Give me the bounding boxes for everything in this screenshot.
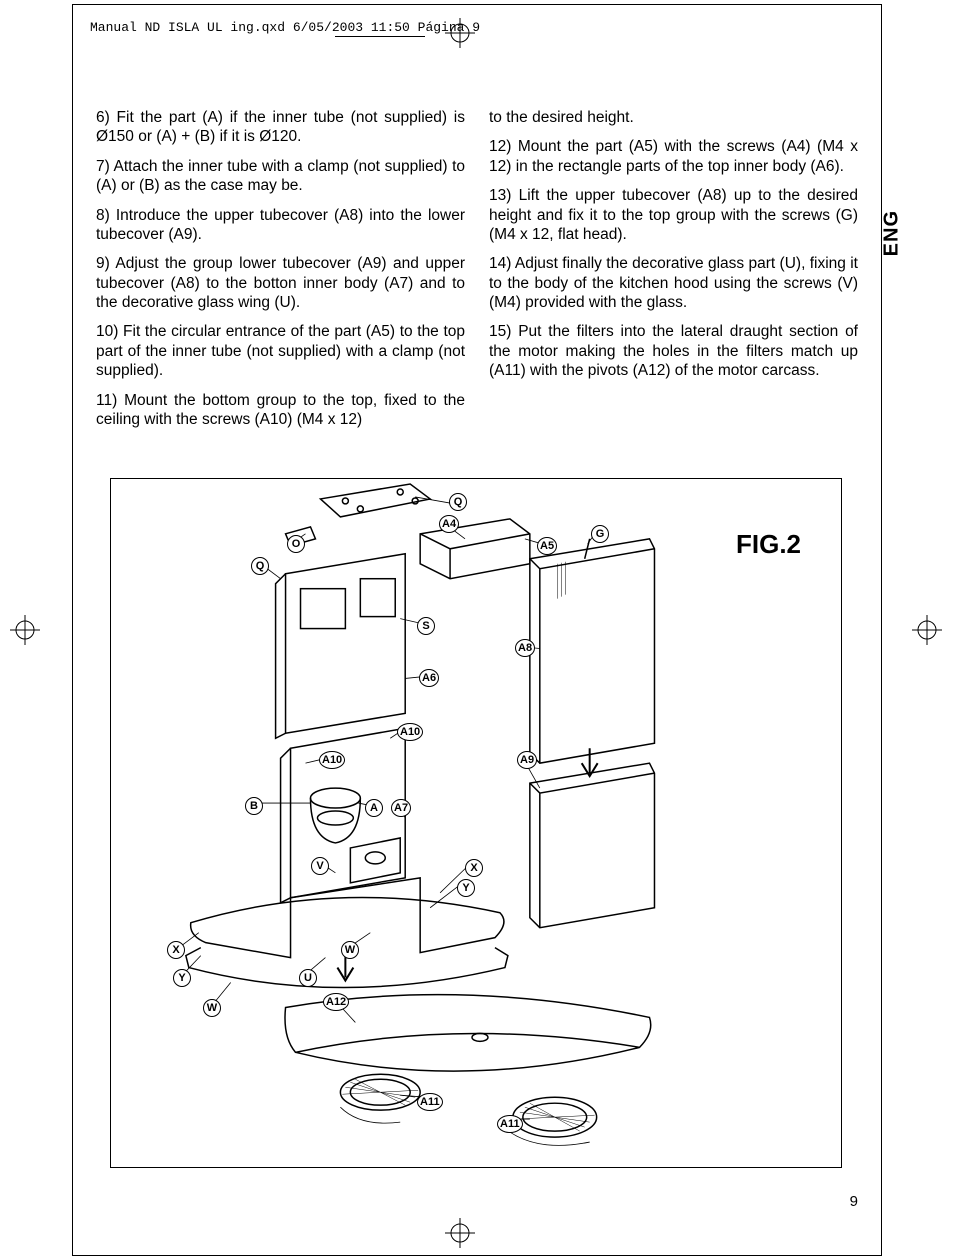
callout-w: W (203, 999, 221, 1017)
instruction-step: 13) Lift the upper tubecover (A8) up to … (489, 186, 858, 244)
callout-v: V (311, 857, 329, 875)
instruction-step: 12) Mount the part (A5) with the screws … (489, 137, 858, 176)
figure-label: FIG.2 (736, 529, 801, 560)
registration-mark-right (912, 615, 942, 645)
callout-s: S (417, 617, 435, 635)
callout-w: W (341, 941, 359, 959)
instruction-step: 10) Fit the circular entrance of the par… (96, 322, 465, 380)
figure-2-container: FIG.2 QOQA4A5GSA8A6A10A10A9BAA7VXYWXYUWA… (110, 478, 842, 1168)
right-column: to the desired height. 12) Mount the par… (489, 108, 858, 439)
registration-mark-left (10, 615, 40, 645)
callout-x: X (167, 941, 185, 959)
callout-a11: A11 (497, 1115, 523, 1133)
callout-a10: A10 (319, 751, 345, 769)
instruction-step: to the desired height. (489, 108, 858, 127)
header-metadata: Manual ND ISLA UL ing.qxd 6/05/2003 11:5… (90, 20, 480, 35)
callout-a9: A9 (517, 751, 537, 769)
callout-u: U (299, 969, 317, 987)
callout-x: X (465, 859, 483, 877)
header-underline (335, 36, 425, 37)
callout-o: O (287, 535, 305, 553)
instruction-step: 7) Attach the inner tube with a clamp (n… (96, 157, 465, 196)
registration-mark-bottom (445, 1218, 475, 1248)
callout-q: Q (251, 557, 269, 575)
callout-a10: A10 (397, 723, 423, 741)
instruction-step: 15) Put the filters into the lateral dra… (489, 322, 858, 380)
callout-a7: A7 (391, 799, 411, 817)
callout-a: A (365, 799, 383, 817)
callout-a5: A5 (537, 537, 557, 555)
callout-y: Y (457, 879, 475, 897)
page-number: 9 (850, 1193, 858, 1210)
instruction-step: 9) Adjust the group lower tubecover (A9)… (96, 254, 465, 312)
callout-a6: A6 (419, 669, 439, 687)
language-tab: ENG (880, 210, 903, 256)
callout-q: Q (449, 493, 467, 511)
instruction-step: 6) Fit the part (A) if the inner tube (n… (96, 108, 465, 147)
text-columns: 6) Fit the part (A) if the inner tube (n… (96, 108, 858, 439)
callout-b: B (245, 797, 263, 815)
exploded-diagram (111, 479, 841, 1167)
callout-a11: A11 (417, 1093, 443, 1111)
callout-a4: A4 (439, 515, 459, 533)
callout-a8: A8 (515, 639, 535, 657)
callout-g: G (591, 525, 609, 543)
left-column: 6) Fit the part (A) if the inner tube (n… (96, 108, 465, 439)
instruction-step: 8) Introduce the upper tubecover (A8) in… (96, 206, 465, 245)
instruction-step: 14) Adjust finally the decorative glass … (489, 254, 858, 312)
instruction-step: 11) Mount the bottom group to the top, f… (96, 391, 465, 430)
callout-y: Y (173, 969, 191, 987)
registration-mark-top (445, 18, 475, 48)
callout-a12: A12 (323, 993, 349, 1011)
